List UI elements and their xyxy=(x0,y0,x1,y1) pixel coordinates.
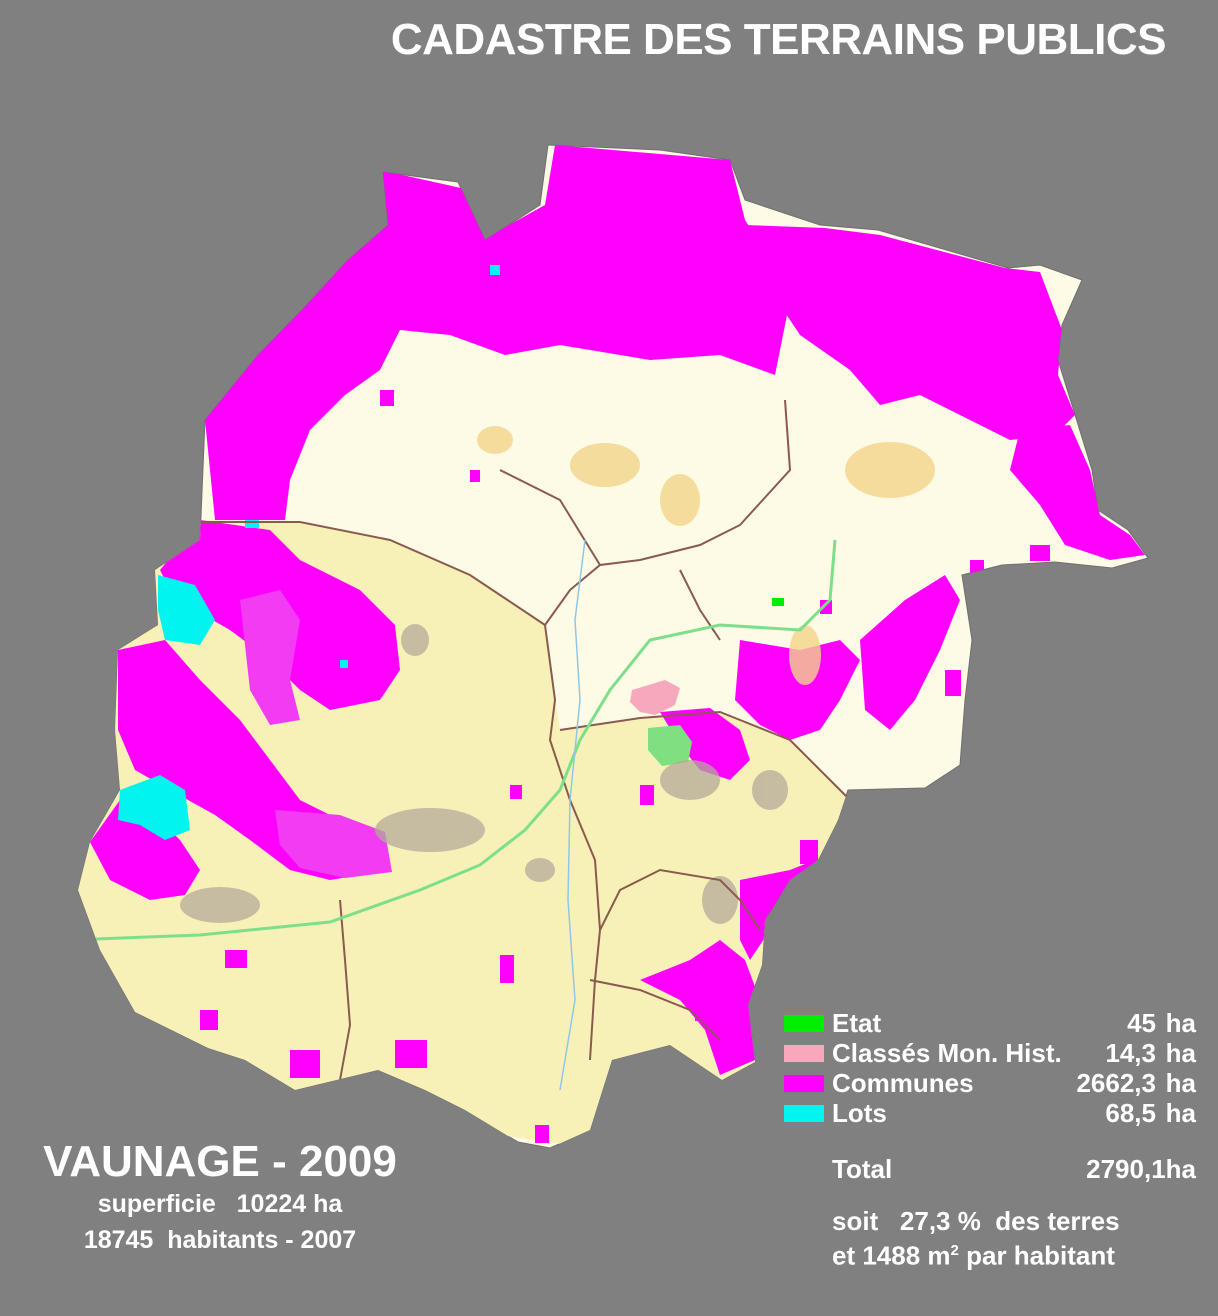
legend-unit: ha xyxy=(1165,1097,1196,1128)
communes-center-patch xyxy=(660,708,750,780)
legend-unit: ha xyxy=(1165,1037,1196,1068)
summary-line-2-sup: 2 xyxy=(950,1242,959,1259)
legend-label: Lots xyxy=(832,1097,887,1128)
legend-swatch-etat xyxy=(784,1014,824,1032)
legend-row-communes: Communes 2662,3 ha xyxy=(784,1068,1196,1098)
mon-hist-site xyxy=(630,680,680,715)
communes-southwest-light xyxy=(275,810,392,878)
legend-label: Communes xyxy=(832,1067,974,1098)
legend-row-etat: Etat 45 ha xyxy=(784,1008,1196,1038)
legend-value: 68,5 xyxy=(1105,1097,1156,1128)
legend: Etat 45 ha Classés Mon. Hist. 14,3 ha Comm… xyxy=(784,1008,1196,1271)
village-areas xyxy=(477,426,935,685)
urban-areas xyxy=(180,624,788,924)
region-area: superficie 10224 ha xyxy=(97,1190,343,1218)
total-label: Total xyxy=(832,1154,893,1184)
summary-line-2-prefix: et 1488 m xyxy=(832,1240,951,1271)
legend-unit: ha xyxy=(1165,1067,1196,1098)
main-road xyxy=(78,539,837,942)
etat-site xyxy=(648,725,692,766)
communes-center-east xyxy=(735,640,860,740)
lots-parcels xyxy=(245,265,500,668)
total-value: 2790,1ha xyxy=(1086,1154,1196,1184)
legend-unit: ha xyxy=(1165,1007,1196,1038)
summary: soit 27,3 % des terres et 1488 m2 par ha… xyxy=(784,1207,1196,1271)
river xyxy=(559,539,586,1091)
summary-line-2-suffix: par habitant xyxy=(958,1240,1115,1271)
region-population: 18745 habitants - 2007 xyxy=(83,1226,357,1254)
legend-value: 14,3 xyxy=(1105,1037,1156,1068)
legend-swatch-communes xyxy=(784,1074,824,1092)
map-title: CADASTRE DES TERRAINS PUBLICS xyxy=(390,15,1167,64)
region-name: VAUNAGE - 2009 xyxy=(43,1137,397,1186)
region-info: VAUNAGE - 2009 superficie 10224 ha 18745… xyxy=(40,1138,400,1258)
summary-line-1: soit 27,3 % des terres xyxy=(832,1206,1120,1236)
legend-label: Classés Mon. Hist. xyxy=(832,1037,1062,1068)
communes-north-belt xyxy=(205,145,790,520)
communes-east xyxy=(860,575,960,730)
legend-label: Etat xyxy=(832,1007,882,1038)
lots-west xyxy=(158,575,215,645)
commune-borders xyxy=(200,399,851,1081)
legend-row-lots: Lots 68,5 ha xyxy=(784,1098,1196,1128)
lots-southwest xyxy=(118,775,190,840)
communes-northeast xyxy=(745,225,1075,440)
legend-swatch-mon-hist xyxy=(784,1044,824,1062)
communes-west-light xyxy=(240,590,300,725)
legend-value: 2662,3 xyxy=(1076,1067,1156,1098)
legend-value: 45 xyxy=(1127,1007,1156,1038)
legend-total: Total 2790,1ha xyxy=(784,1154,1196,1185)
communes-east-strip xyxy=(1010,425,1145,560)
summary-line-2: et 1488 m2 par habitant xyxy=(832,1236,1196,1271)
legend-swatch-lots xyxy=(784,1104,824,1122)
etat-parcel xyxy=(772,598,784,606)
legend-row-mon-hist: Classés Mon. Hist. 14,3 ha xyxy=(784,1038,1196,1068)
communes-far-southwest xyxy=(90,800,200,900)
